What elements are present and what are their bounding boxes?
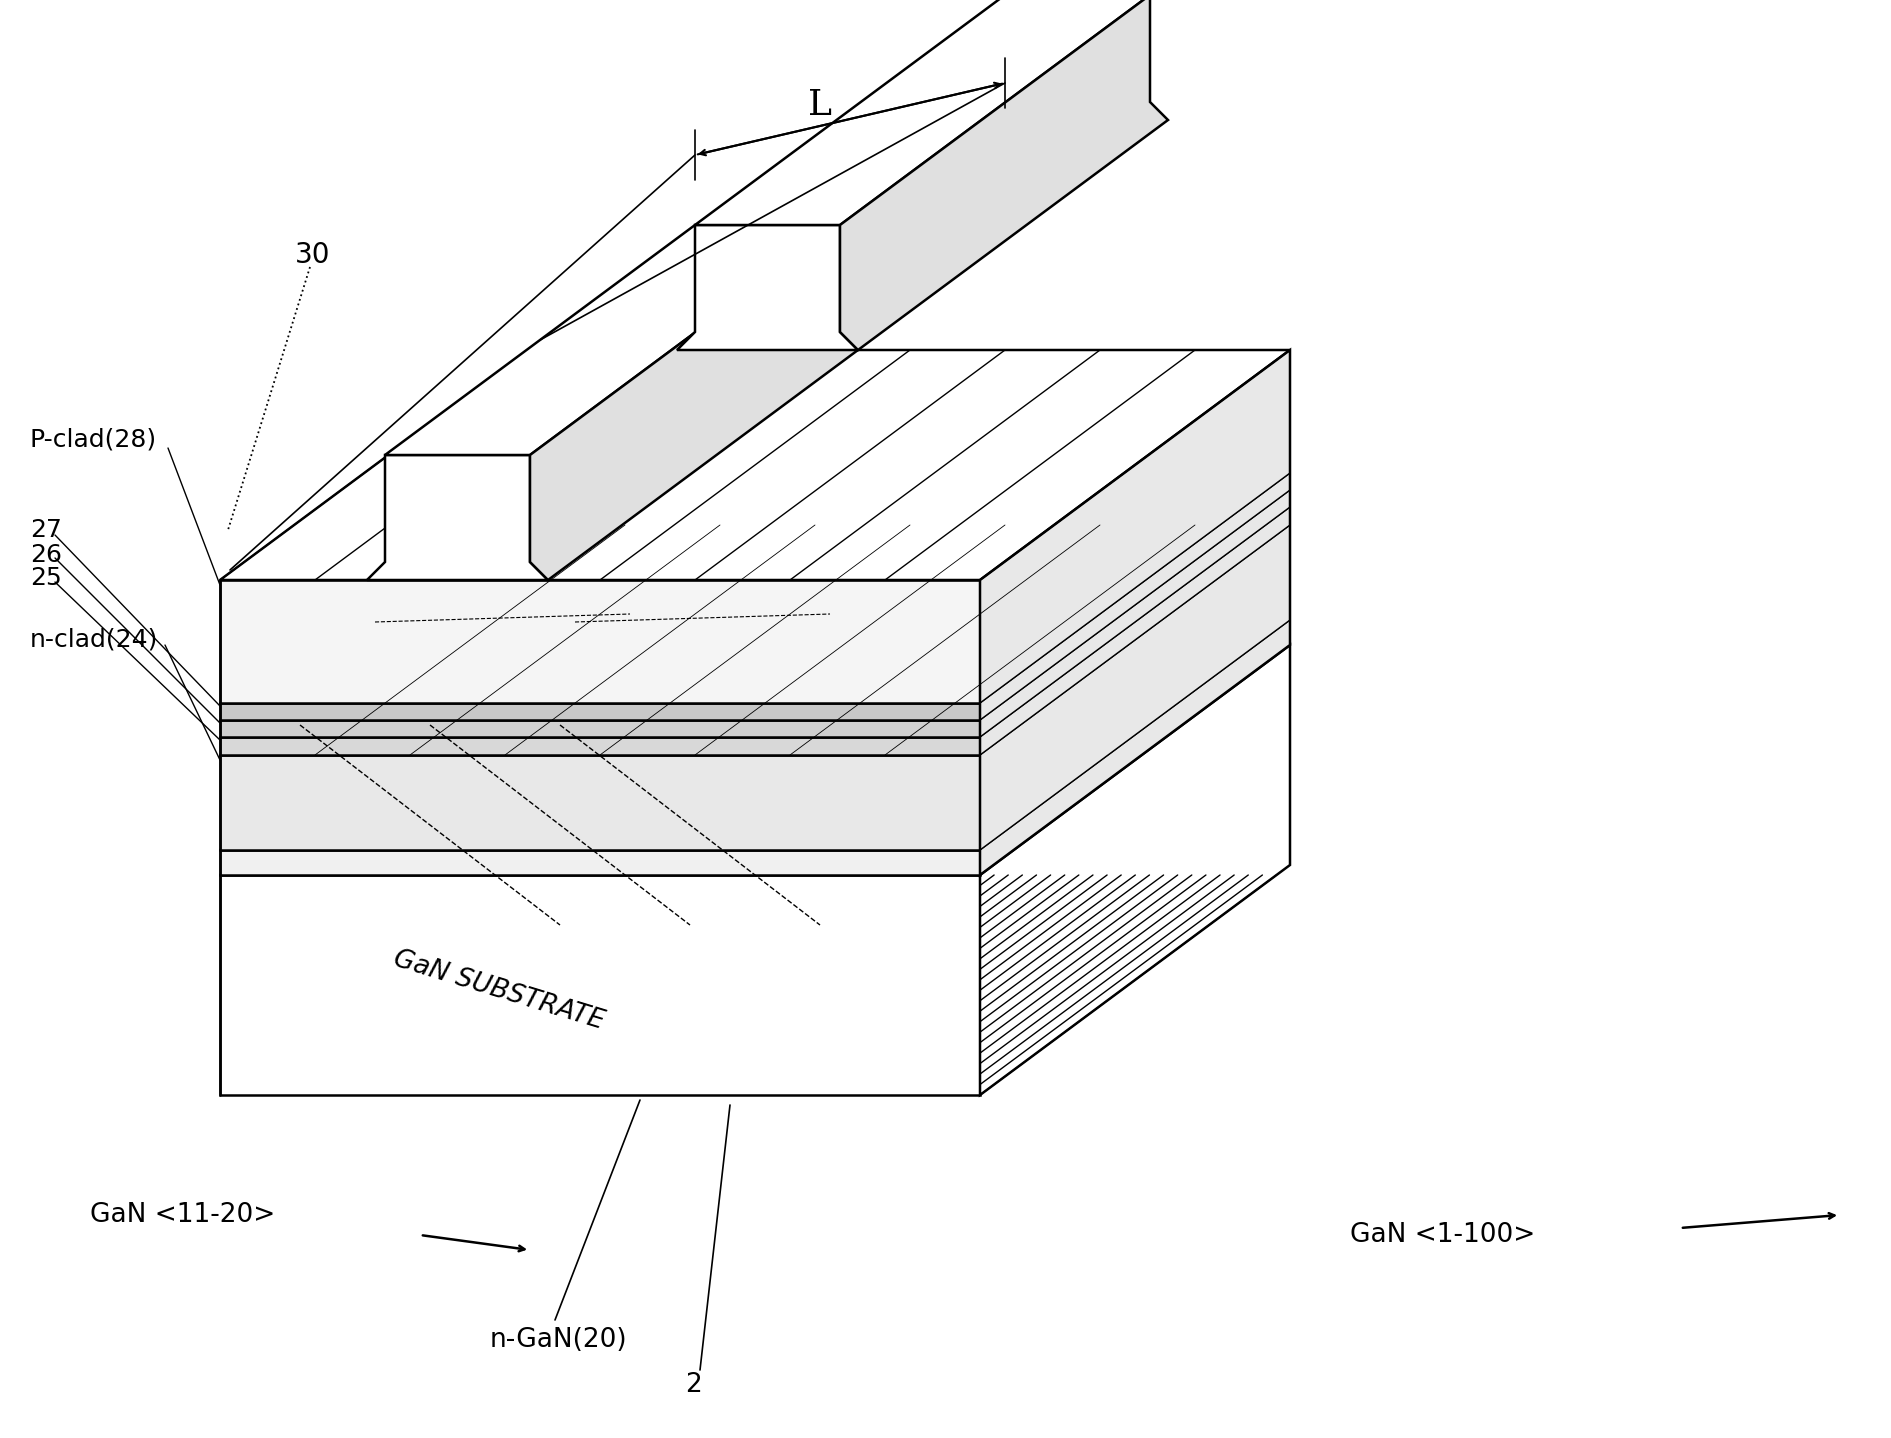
Polygon shape <box>219 874 980 1094</box>
Polygon shape <box>219 755 980 850</box>
Text: GaN SUBSTRATE: GaN SUBSTRATE <box>390 946 607 1034</box>
Text: 26: 26 <box>30 544 62 567</box>
Polygon shape <box>219 580 980 703</box>
Polygon shape <box>219 738 980 755</box>
Text: GaN <1-100>: GaN <1-100> <box>1350 1222 1535 1248</box>
Polygon shape <box>980 490 1290 738</box>
Text: n-GaN(20): n-GaN(20) <box>490 1327 628 1353</box>
Polygon shape <box>980 508 1290 755</box>
Polygon shape <box>677 224 859 349</box>
Text: L: L <box>807 88 832 122</box>
Text: n-clad(24): n-clad(24) <box>30 628 159 651</box>
Text: P-clad(28): P-clad(28) <box>30 429 157 452</box>
Polygon shape <box>219 525 1290 755</box>
Text: 2: 2 <box>685 1372 702 1398</box>
Polygon shape <box>980 473 1290 720</box>
Text: 27: 27 <box>30 518 62 542</box>
Polygon shape <box>840 0 1169 349</box>
Polygon shape <box>367 454 548 580</box>
Polygon shape <box>219 508 1290 738</box>
Polygon shape <box>386 224 840 454</box>
Text: GaN <11-20>: GaN <11-20> <box>91 1202 276 1228</box>
Polygon shape <box>219 349 1290 580</box>
Polygon shape <box>219 720 980 738</box>
Polygon shape <box>219 490 1290 720</box>
Polygon shape <box>219 646 1290 874</box>
Text: 30: 30 <box>295 242 331 269</box>
Polygon shape <box>219 703 980 720</box>
Polygon shape <box>529 224 859 580</box>
Polygon shape <box>219 620 1290 850</box>
Text: 25: 25 <box>30 567 62 590</box>
Polygon shape <box>219 850 980 874</box>
Polygon shape <box>980 525 1290 850</box>
Polygon shape <box>219 473 1290 703</box>
Polygon shape <box>980 620 1290 874</box>
Polygon shape <box>980 646 1290 1094</box>
Polygon shape <box>696 0 1150 224</box>
Polygon shape <box>980 349 1290 703</box>
